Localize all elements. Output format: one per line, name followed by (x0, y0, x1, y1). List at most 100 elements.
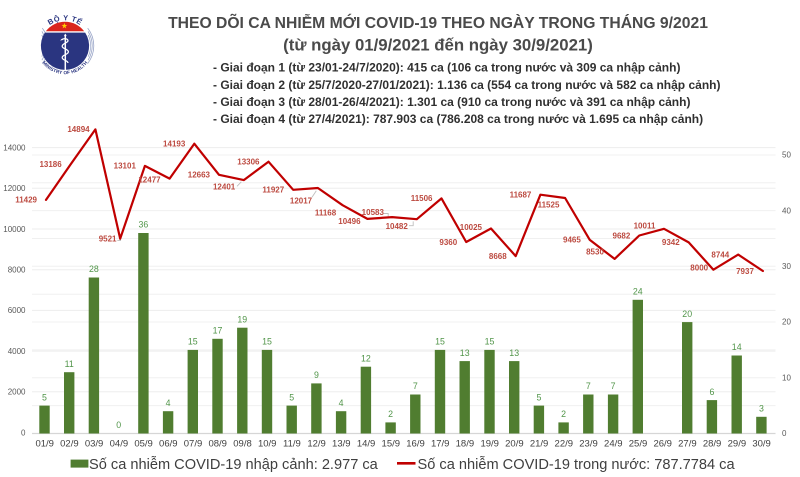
svg-text:06/9: 06/9 (159, 438, 178, 449)
svg-text:20: 20 (682, 309, 692, 319)
svg-text:25/9: 25/9 (629, 438, 648, 449)
svg-text:22/9: 22/9 (555, 438, 574, 449)
svg-text:24/9: 24/9 (604, 438, 623, 449)
svg-text:12477: 12477 (138, 176, 161, 185)
svg-text:- Giai đoạn 1 (từ 23/01-24/7/2: - Giai đoạn 1 (từ 23/01-24/7/2020): 415 … (213, 61, 680, 75)
svg-text:17/9: 17/9 (431, 438, 450, 449)
svg-text:19/9: 19/9 (480, 438, 499, 449)
svg-text:THEO DÕI CA NHIỄM MỚI COVID-19: THEO DÕI CA NHIỄM MỚI COVID-19 THEO NGÀY… (168, 12, 708, 32)
svg-text:12663: 12663 (188, 171, 211, 180)
svg-text:14894: 14894 (67, 125, 90, 134)
svg-text:10025: 10025 (460, 223, 483, 232)
svg-text:10000: 10000 (3, 225, 26, 234)
svg-text:8000: 8000 (690, 263, 708, 272)
svg-text:03/9: 03/9 (85, 438, 104, 449)
svg-text:- Giai đoạn 3 (từ 28/01-26/4/2: - Giai đoạn 3 (từ 28/01-26/4/2021): 1.30… (213, 95, 690, 109)
svg-text:(từ ngày 01/9/2021 đến ngày 30: (từ ngày 01/9/2021 đến ngày 30/9/2021) (283, 36, 593, 55)
svg-text:12401: 12401 (213, 183, 236, 192)
svg-text:15: 15 (435, 337, 445, 347)
svg-text:15: 15 (485, 337, 495, 347)
svg-text:6: 6 (709, 387, 714, 397)
svg-text:Số ca nhiễm COVID-19 trong nướ: Số ca nhiễm COVID-19 trong nước: 787.778… (418, 456, 736, 473)
svg-text:01/9: 01/9 (35, 438, 54, 449)
svg-text:14/9: 14/9 (357, 438, 376, 449)
svg-text:4000: 4000 (8, 347, 26, 356)
svg-text:7: 7 (611, 381, 616, 391)
svg-text:0: 0 (782, 429, 787, 438)
svg-text:11168: 11168 (315, 209, 337, 218)
svg-text:9360: 9360 (439, 238, 457, 247)
svg-text:28: 28 (89, 264, 99, 274)
svg-text:7937: 7937 (736, 267, 754, 276)
svg-text:4: 4 (166, 398, 171, 408)
svg-text:- Giai đoạn 4 (từ 27/4/2021):: - Giai đoạn 4 (từ 27/4/2021): 787.903 ca… (213, 112, 703, 126)
svg-text:11506: 11506 (411, 194, 433, 203)
svg-text:10482: 10482 (386, 222, 409, 231)
svg-text:28/9: 28/9 (703, 438, 722, 449)
svg-text:11: 11 (65, 359, 74, 369)
svg-text:19: 19 (237, 314, 247, 324)
svg-text:10583: 10583 (362, 208, 385, 217)
svg-text:0: 0 (116, 420, 121, 430)
svg-text:13/9: 13/9 (332, 438, 351, 449)
svg-text:5: 5 (289, 392, 294, 402)
svg-text:13186: 13186 (39, 160, 62, 169)
svg-text:10: 10 (782, 373, 791, 382)
svg-text:07/9: 07/9 (184, 438, 203, 449)
svg-text:0: 0 (21, 428, 26, 437)
svg-text:15: 15 (188, 337, 198, 347)
svg-text:10496: 10496 (338, 217, 361, 226)
svg-text:10/9: 10/9 (258, 438, 277, 449)
svg-text:9682: 9682 (613, 231, 631, 240)
svg-text:50: 50 (782, 151, 791, 160)
svg-text:11687: 11687 (510, 191, 532, 200)
svg-text:12017: 12017 (290, 196, 313, 205)
svg-text:8744: 8744 (711, 250, 729, 259)
svg-text:- Giai đoạn 2 (từ 25/7/2020-27: - Giai đoạn 2 (từ 25/7/2020-27/01/2021):… (213, 78, 720, 92)
svg-text:12/9: 12/9 (307, 438, 326, 449)
svg-text:40: 40 (782, 206, 791, 215)
svg-text:11/9: 11/9 (283, 438, 301, 449)
svg-text:14000: 14000 (3, 143, 26, 152)
svg-text:29/9: 29/9 (728, 438, 747, 449)
svg-text:BỘ Y TẾ: BỘ Y TẾ (46, 13, 84, 27)
svg-text:10011: 10011 (634, 221, 656, 230)
svg-text:9342: 9342 (662, 238, 680, 247)
svg-text:08/9: 08/9 (208, 438, 227, 449)
svg-text:13101: 13101 (114, 162, 137, 171)
svg-text:14193: 14193 (163, 140, 186, 149)
svg-text:20: 20 (782, 318, 791, 327)
svg-text:9465: 9465 (563, 236, 581, 245)
svg-text:36: 36 (139, 220, 149, 230)
svg-text:13: 13 (509, 348, 519, 358)
svg-text:21/9: 21/9 (530, 438, 549, 449)
svg-text:11525: 11525 (538, 200, 560, 209)
svg-text:8668: 8668 (489, 252, 507, 261)
svg-text:30/9: 30/9 (752, 438, 771, 449)
svg-text:15/9: 15/9 (382, 438, 401, 449)
svg-text:24: 24 (633, 287, 643, 297)
svg-text:02/9: 02/9 (60, 438, 79, 449)
svg-text:14: 14 (732, 342, 742, 352)
svg-text:9521: 9521 (99, 235, 117, 244)
svg-text:7: 7 (413, 381, 418, 391)
svg-text:18/9: 18/9 (456, 438, 475, 449)
svg-text:9: 9 (314, 370, 319, 380)
svg-text:8000: 8000 (8, 266, 26, 275)
svg-text:23/9: 23/9 (579, 438, 598, 449)
svg-text:2000: 2000 (8, 388, 26, 397)
svg-text:09/8: 09/8 (233, 438, 252, 449)
svg-text:11927: 11927 (262, 186, 284, 195)
svg-text:2: 2 (388, 409, 393, 419)
svg-text:27/9: 27/9 (678, 438, 697, 449)
svg-text:26/9: 26/9 (653, 438, 672, 449)
svg-text:17: 17 (213, 326, 223, 336)
svg-text:13: 13 (460, 348, 470, 358)
svg-text:2: 2 (561, 409, 566, 419)
svg-text:12000: 12000 (3, 184, 26, 193)
svg-text:12: 12 (361, 353, 371, 363)
svg-text:8530: 8530 (586, 247, 604, 256)
svg-text:7: 7 (586, 381, 591, 391)
svg-text:04/9: 04/9 (110, 438, 129, 449)
svg-text:05/9: 05/9 (134, 438, 153, 449)
